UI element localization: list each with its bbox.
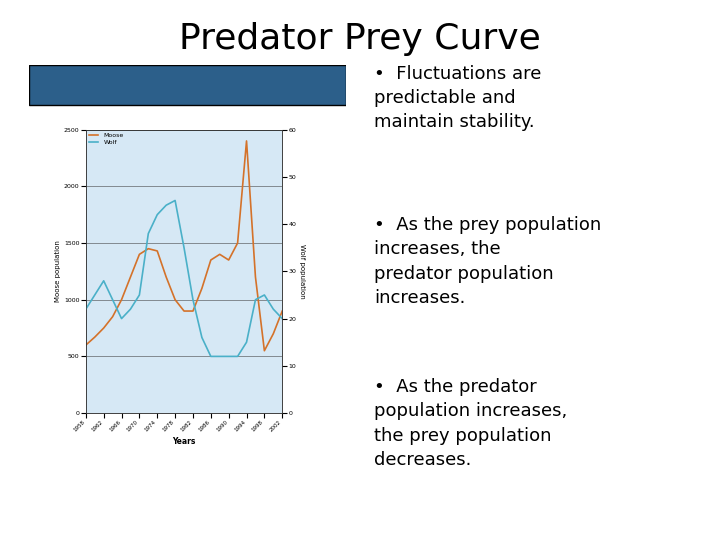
X-axis label: Years: Years [172, 437, 196, 446]
Text: •  Fluctuations are
predictable and
maintain stability.: • Fluctuations are predictable and maint… [374, 65, 541, 131]
Text: •  As the predator
population increases,
the prey population
decreases.: • As the predator population increases, … [374, 378, 567, 469]
Y-axis label: Moose population: Moose population [55, 240, 61, 302]
Text: FIGURE 14.13  DENSITY-DEPENDENT LIMITING FACTORS: FIGURE 14.13 DENSITY-DEPENDENT LIMITING … [35, 82, 243, 88]
Text: Predator Prey Curve: Predator Prey Curve [179, 22, 541, 56]
Y-axis label: Wolf population: Wolf population [299, 244, 305, 299]
FancyBboxPatch shape [29, 65, 346, 105]
Legend: Moose, Wolf: Moose, Wolf [89, 133, 124, 145]
Text: •  As the prey population
increases, the
predator population
increases.: • As the prey population increases, the … [374, 216, 602, 307]
